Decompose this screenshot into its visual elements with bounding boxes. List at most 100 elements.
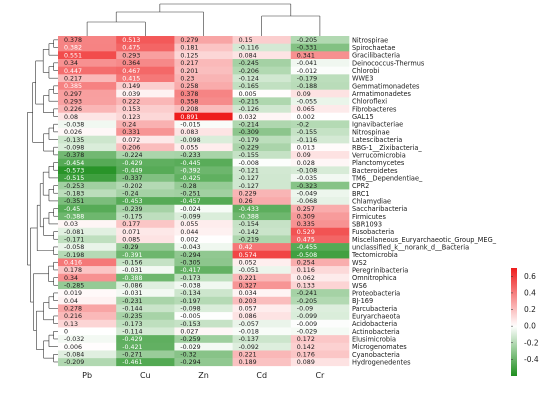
heatmap-cell bbox=[58, 151, 117, 160]
cell-value-label: 0.057 bbox=[239, 306, 257, 313]
heatmap-cell bbox=[232, 135, 292, 144]
heatmap-cell bbox=[232, 66, 292, 75]
heatmap-cell bbox=[58, 266, 117, 275]
cell-value-label: 0.331 bbox=[122, 129, 140, 136]
cell-value-label: 0.13 bbox=[64, 321, 78, 328]
cell-value-label: 0.149 bbox=[122, 83, 140, 90]
cell-value-label: -0.092 bbox=[239, 344, 259, 351]
cell-value-label: -0.445 bbox=[180, 160, 200, 167]
cell-value-label: -0.179 bbox=[239, 137, 259, 144]
heatmap-cell bbox=[116, 36, 175, 44]
cell-value-label: 0.23 bbox=[180, 75, 194, 82]
heatmap-cell bbox=[174, 128, 233, 137]
heatmap-cell bbox=[174, 296, 233, 305]
heatmap-cell bbox=[232, 197, 292, 206]
heatmap-cell bbox=[58, 120, 117, 129]
heatmap-cell bbox=[116, 105, 175, 113]
column-labels: Pb Cu Zn Cd Cr bbox=[82, 371, 325, 380]
cell-value-label: -0.2 bbox=[297, 121, 309, 128]
heatmap-cell bbox=[174, 335, 233, 344]
cell-value-label: -0.45 bbox=[64, 206, 80, 213]
heatmap-cell bbox=[174, 135, 233, 144]
cell-value-label: -0.049 bbox=[297, 190, 317, 197]
cell-value-label: -0.018 bbox=[239, 329, 259, 336]
cell-value-label: 0.055 bbox=[180, 221, 198, 228]
cell-value-label: 0.415 bbox=[122, 75, 140, 82]
heatmap-cell bbox=[58, 342, 117, 351]
cell-value-label: -0.179 bbox=[297, 75, 317, 82]
cell-value-label: 0.116 bbox=[297, 267, 315, 274]
cell-value-label: -0.153 bbox=[180, 321, 200, 328]
heatmap-cell bbox=[58, 181, 117, 190]
cell-value-label: -0.425 bbox=[180, 175, 200, 182]
heatmap-cell bbox=[58, 258, 117, 267]
row-label: WS2 bbox=[352, 259, 367, 267]
heatmap-cell bbox=[174, 174, 233, 183]
color-legend: 0.6 0.4 0.2 0.0 -0.2 -0.4 bbox=[511, 268, 539, 376]
heatmap-cell bbox=[232, 43, 292, 52]
cell-value-label: 0.467 bbox=[122, 68, 140, 75]
cell-value-label: -0.058 bbox=[64, 244, 84, 251]
heatmap-cell bbox=[174, 89, 233, 98]
cell-value-label: -0.219 bbox=[239, 236, 259, 243]
heatmap-cell bbox=[174, 204, 233, 213]
cell-value-label: -0.235 bbox=[122, 313, 142, 320]
heatmap-cell bbox=[58, 350, 117, 359]
row-label: Chlamydiae bbox=[352, 197, 391, 205]
cell-value-label: 0.019 bbox=[64, 290, 82, 297]
column-label: Cd bbox=[256, 371, 267, 380]
cell-value-label: -0.099 bbox=[297, 313, 317, 320]
heatmap-cell bbox=[116, 289, 175, 298]
cell-value-label: 0.364 bbox=[122, 60, 140, 67]
row-label: Omnitrophica bbox=[352, 274, 397, 282]
cell-value-label: 0.133 bbox=[297, 283, 315, 290]
heatmap-cell bbox=[116, 335, 175, 344]
cell-value-label: -0.051 bbox=[239, 267, 259, 274]
cell-value-label: -0.32 bbox=[180, 352, 196, 359]
heatmap-cell bbox=[290, 266, 350, 275]
cell-value-label: -0.175 bbox=[122, 213, 142, 220]
heatmap-cell bbox=[290, 319, 350, 328]
heatmap-cell bbox=[58, 235, 117, 244]
row-label: unclassified_k__norank_d__Bacteria bbox=[352, 243, 469, 251]
heatmap-cell bbox=[116, 319, 175, 328]
cell-value-label: 0.551 bbox=[64, 52, 82, 59]
heatmap-cell bbox=[290, 235, 350, 244]
row-label: Planctomycetes bbox=[352, 159, 405, 167]
row-label: TM6__Dependentiae_ bbox=[351, 174, 423, 182]
heatmap-cell bbox=[290, 197, 350, 206]
heatmap-cell bbox=[174, 266, 233, 275]
heatmap-cell bbox=[58, 212, 117, 221]
cell-value-label: 0.229 bbox=[239, 190, 257, 197]
heatmap-cell bbox=[290, 166, 350, 175]
cell-value-label: 0.032 bbox=[239, 114, 257, 121]
cell-value-label: -0.461 bbox=[122, 359, 142, 366]
legend-tick-label: 0.4 bbox=[524, 288, 536, 297]
cell-value-label: 0.027 bbox=[180, 329, 198, 336]
cell-value-label: 0.09 bbox=[297, 152, 311, 159]
cell-value-label: -0.098 bbox=[64, 144, 84, 151]
cell-value-label: 0.279 bbox=[180, 37, 198, 44]
cell-value-label: 0.293 bbox=[64, 98, 82, 105]
heatmap-cell bbox=[174, 327, 233, 336]
heatmap-cell bbox=[116, 181, 175, 190]
cell-value-label: 0.189 bbox=[239, 359, 257, 366]
cell-value-label: 0.03 bbox=[64, 221, 78, 228]
cell-value-label: 0.358 bbox=[180, 98, 198, 105]
heatmap-cell bbox=[116, 143, 175, 152]
cell-value-label: 0.142 bbox=[297, 344, 315, 351]
heatmap-cell bbox=[290, 105, 350, 113]
row-label: Cyanobacteria bbox=[352, 351, 400, 359]
column-label: Cr bbox=[315, 371, 325, 380]
cell-value-label: -0.392 bbox=[180, 167, 200, 174]
cell-value-label: -0.24 bbox=[122, 190, 138, 197]
cell-value-label: -0.144 bbox=[122, 306, 142, 313]
row-label: Tectomicrobia bbox=[351, 251, 398, 259]
cell-value-label: -0.057 bbox=[239, 321, 259, 328]
heatmap-cell bbox=[290, 36, 350, 44]
heatmap-cell bbox=[174, 66, 233, 75]
row-label: Proteobacteria bbox=[352, 289, 400, 297]
cell-value-label: 0.222 bbox=[122, 98, 140, 105]
heatmap-cell bbox=[174, 319, 233, 328]
cell-value-label: -0.012 bbox=[297, 68, 317, 75]
